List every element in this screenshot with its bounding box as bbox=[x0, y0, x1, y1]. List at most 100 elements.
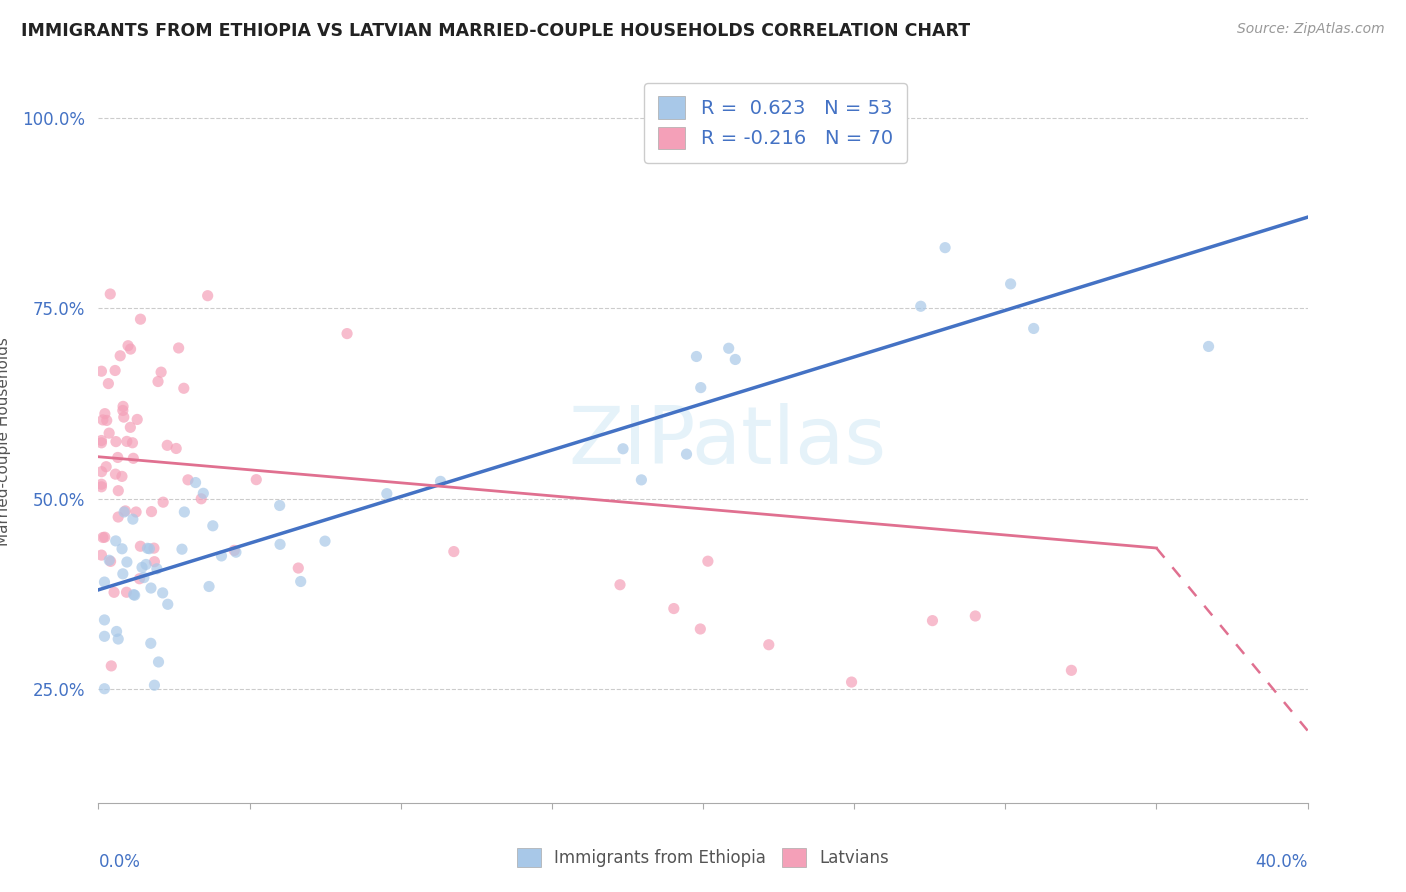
Point bbox=[122, 588, 145, 602]
Point bbox=[129, 312, 152, 326]
Text: Source: ZipAtlas.com: Source: ZipAtlas.com bbox=[1237, 22, 1385, 37]
Y-axis label: Married-couple Households: Married-couple Households bbox=[0, 337, 11, 546]
Point bbox=[141, 505, 163, 519]
Point bbox=[91, 531, 114, 545]
Point bbox=[90, 364, 112, 378]
Point bbox=[104, 467, 127, 482]
Point bbox=[125, 505, 148, 519]
Point bbox=[90, 477, 112, 491]
Point bbox=[841, 675, 863, 690]
Point bbox=[287, 561, 309, 575]
Point bbox=[612, 442, 634, 456]
Point bbox=[758, 638, 780, 652]
Point bbox=[1000, 277, 1022, 291]
Point bbox=[675, 447, 697, 461]
Point bbox=[146, 562, 169, 576]
Point bbox=[143, 678, 166, 692]
Point bbox=[107, 450, 129, 465]
Point bbox=[120, 342, 142, 356]
Point bbox=[138, 541, 160, 556]
Point bbox=[170, 542, 193, 557]
Point bbox=[1022, 321, 1045, 335]
Point bbox=[156, 597, 179, 611]
Point bbox=[269, 499, 291, 513]
Point bbox=[152, 495, 174, 509]
Point bbox=[143, 555, 166, 569]
Text: ZIPatlas: ZIPatlas bbox=[568, 402, 886, 481]
Point bbox=[117, 339, 139, 353]
Point bbox=[93, 629, 115, 643]
Point bbox=[111, 541, 134, 556]
Point bbox=[136, 541, 159, 556]
Point bbox=[131, 560, 153, 574]
Point bbox=[107, 483, 129, 498]
Point bbox=[96, 413, 118, 427]
Point bbox=[103, 585, 125, 599]
Point bbox=[93, 530, 115, 544]
Point bbox=[90, 465, 112, 479]
Point bbox=[121, 435, 143, 450]
Point bbox=[724, 352, 747, 367]
Point bbox=[696, 554, 718, 568]
Point bbox=[290, 574, 312, 589]
Point bbox=[127, 412, 149, 426]
Point bbox=[107, 510, 129, 524]
Point bbox=[429, 475, 451, 489]
Point bbox=[314, 534, 336, 549]
Point bbox=[108, 349, 131, 363]
Point bbox=[115, 585, 138, 599]
Point bbox=[98, 287, 121, 301]
Point bbox=[146, 375, 169, 389]
Point bbox=[115, 434, 138, 449]
Point bbox=[115, 555, 138, 569]
Point bbox=[689, 381, 711, 395]
Point bbox=[201, 518, 224, 533]
Legend: Immigrants from Ethiopia, Latvians: Immigrants from Ethiopia, Latvians bbox=[510, 841, 896, 874]
Point bbox=[90, 434, 112, 448]
Point bbox=[142, 541, 165, 555]
Point bbox=[107, 632, 129, 646]
Point bbox=[685, 350, 707, 364]
Point bbox=[93, 613, 115, 627]
Point bbox=[93, 575, 115, 590]
Point bbox=[112, 505, 135, 519]
Point bbox=[96, 459, 118, 474]
Point bbox=[173, 381, 195, 395]
Point bbox=[124, 588, 146, 602]
Point bbox=[269, 537, 291, 551]
Point bbox=[193, 486, 215, 500]
Point bbox=[98, 553, 121, 567]
Point bbox=[190, 491, 212, 506]
Point bbox=[105, 624, 128, 639]
Point bbox=[965, 609, 987, 624]
Point bbox=[173, 505, 195, 519]
Point bbox=[112, 410, 135, 425]
Point bbox=[128, 572, 150, 586]
Point bbox=[104, 434, 127, 449]
Point bbox=[717, 341, 740, 355]
Point bbox=[94, 407, 117, 421]
Point bbox=[129, 539, 152, 553]
Point bbox=[121, 512, 143, 526]
Point bbox=[150, 365, 173, 379]
Point bbox=[1060, 664, 1083, 678]
Point bbox=[120, 420, 142, 434]
Point bbox=[211, 549, 233, 563]
Point bbox=[104, 363, 127, 377]
Point bbox=[90, 548, 112, 562]
Point bbox=[132, 571, 155, 585]
Point bbox=[90, 435, 112, 450]
Point bbox=[111, 566, 134, 581]
Point bbox=[135, 558, 157, 572]
Point bbox=[156, 438, 179, 452]
Point bbox=[609, 578, 631, 592]
Point bbox=[152, 586, 174, 600]
Point bbox=[100, 659, 122, 673]
Text: IMMIGRANTS FROM ETHIOPIA VS LATVIAN MARRIED-COUPLE HOUSEHOLDS CORRELATION CHART: IMMIGRANTS FROM ETHIOPIA VS LATVIAN MARR… bbox=[21, 22, 970, 40]
Point bbox=[177, 473, 200, 487]
Point bbox=[934, 241, 956, 255]
Point bbox=[111, 403, 134, 417]
Point bbox=[100, 554, 122, 568]
Point bbox=[90, 480, 112, 494]
Point bbox=[225, 545, 247, 559]
